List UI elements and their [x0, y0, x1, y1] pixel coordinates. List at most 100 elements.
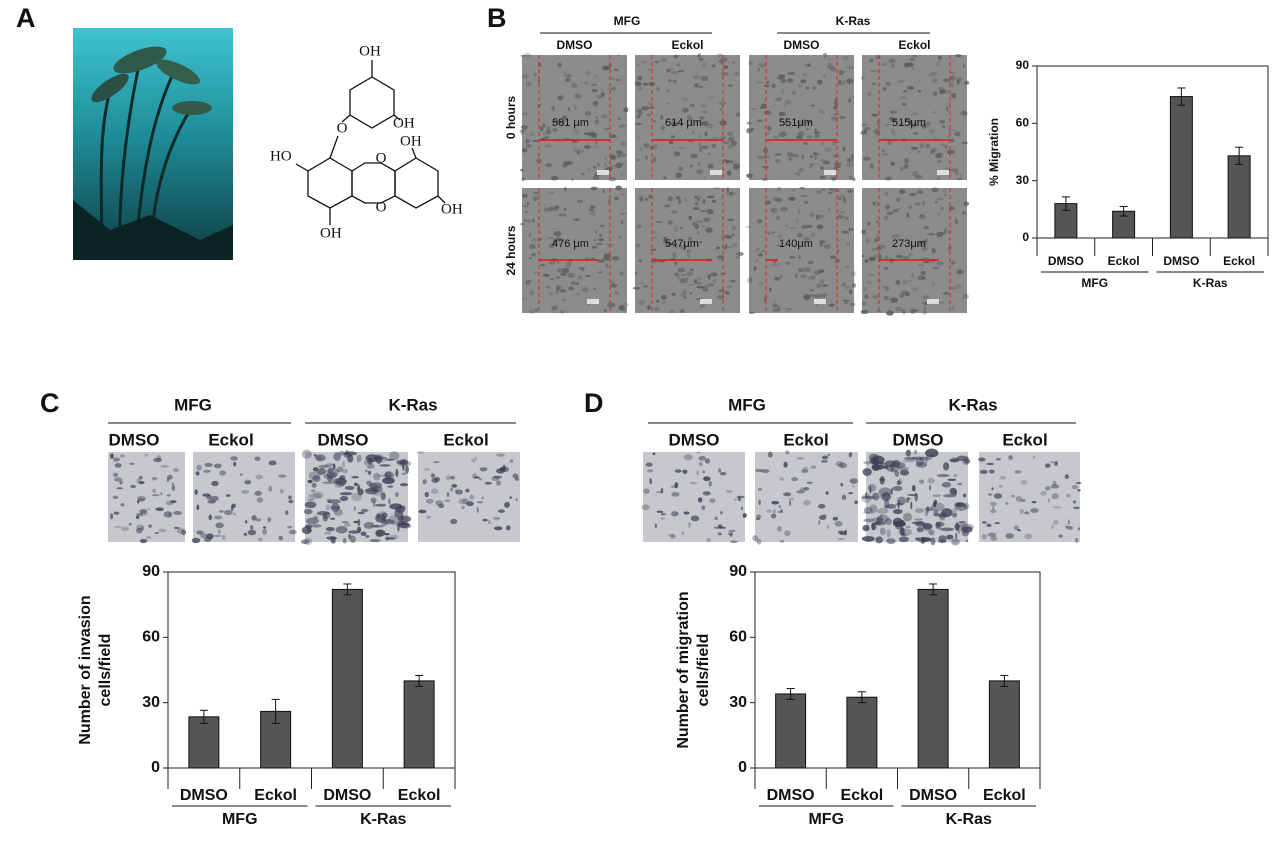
cell-blob: [838, 79, 842, 86]
cell-blob: [828, 207, 831, 212]
cell-blob: [400, 515, 404, 521]
cell-blob: [937, 55, 942, 60]
cell-blob: [639, 194, 645, 200]
cell-blob: [700, 104, 706, 107]
cell-blob: [729, 533, 733, 538]
cell-blob: [956, 269, 964, 275]
cell-blob: [600, 224, 605, 228]
cell-blob: [496, 453, 505, 457]
cell-blob: [740, 506, 744, 511]
cell-blob: [604, 157, 607, 161]
cell-blob: [523, 218, 527, 222]
cell-blob: [699, 209, 708, 213]
cell-blob: [822, 74, 827, 78]
cell-blob: [578, 267, 585, 270]
cell-blob: [963, 80, 970, 85]
cell-blob: [696, 169, 704, 175]
cell-blob: [479, 467, 488, 472]
cell-blob: [797, 130, 805, 137]
cell-blob: [267, 517, 272, 523]
cell-blob: [885, 518, 892, 526]
cell-blob: [521, 193, 528, 198]
cell-blob: [746, 173, 753, 179]
column-label: Eckol: [898, 38, 930, 52]
cell-blob: [366, 480, 372, 486]
cell-blob: [484, 481, 493, 485]
cell-blob: [153, 457, 162, 463]
cell-blob: [702, 199, 706, 205]
cell-blob: [729, 279, 736, 283]
cell-blob: [946, 135, 951, 138]
cell-blob: [812, 86, 817, 90]
cell-blob: [884, 123, 891, 127]
cell-blob: [886, 211, 894, 216]
cell-blob: [942, 189, 947, 193]
cell-blob: [424, 491, 429, 498]
cell-blob: [522, 204, 528, 208]
cell-blob: [796, 172, 801, 177]
cell-blob: [550, 176, 559, 181]
cell-blob: [505, 525, 511, 531]
cell-blob: [707, 274, 711, 280]
cell-blob: [444, 499, 451, 503]
cell-blob: [256, 497, 264, 503]
cell-blob: [696, 285, 704, 289]
cell-blob: [846, 78, 854, 84]
cell-blob: [254, 490, 262, 496]
cell-blob: [863, 518, 876, 523]
cell-blob: [148, 524, 152, 528]
cell-blob: [397, 524, 400, 532]
cell-blob: [661, 511, 664, 516]
cell-blob: [523, 52, 531, 58]
cell-blob: [844, 285, 851, 290]
cell-blob: [567, 107, 571, 112]
scale-bar: [937, 170, 949, 175]
cell-blob: [388, 515, 400, 524]
cell-blob: [672, 252, 677, 258]
cell-blob: [979, 469, 988, 475]
micrograph: [634, 53, 741, 180]
cell-blob: [549, 277, 555, 281]
cell-blob: [615, 150, 623, 154]
cell-blob: [546, 285, 550, 289]
cell-blob: [233, 461, 237, 467]
cell-blob: [681, 97, 689, 101]
cell-blob: [715, 246, 720, 250]
cell-blob: [798, 254, 801, 259]
cell-blob: [615, 78, 622, 82]
cell-blob: [931, 248, 937, 254]
cell-blob: [868, 273, 875, 277]
cell-blob: [619, 236, 622, 239]
cell-blob: [1075, 481, 1082, 485]
panel-letter: C: [40, 388, 60, 418]
cell-blob: [558, 213, 567, 217]
bar: [917, 588, 949, 769]
cell-blob: [735, 256, 740, 259]
cell-blob: [899, 519, 905, 527]
cell-blob: [339, 450, 345, 456]
cell-blob: [902, 256, 910, 261]
cell-blob: [871, 522, 875, 531]
cell-blob: [933, 111, 936, 114]
cell-blob: [866, 280, 872, 285]
cell-blob: [233, 512, 236, 516]
cell-blob: [288, 529, 297, 535]
cell-blob: [916, 527, 924, 533]
cell-blob: [557, 95, 564, 101]
cell-blob: [886, 529, 891, 538]
cell-blob: [589, 210, 597, 217]
cell-blob: [825, 491, 829, 495]
cell-blob: [702, 490, 711, 496]
x-tick-label: Eckol: [1223, 254, 1255, 268]
cell-blob: [144, 453, 148, 457]
cell-blob: [389, 451, 400, 461]
cell-blob: [591, 89, 598, 93]
cell-blob: [746, 128, 752, 134]
cell-blob: [553, 305, 559, 311]
micrograph: [300, 449, 412, 546]
cell-blob: [278, 535, 284, 541]
cell-blob: [426, 515, 432, 519]
cell-blob: [939, 120, 946, 124]
cell-blob: [882, 87, 887, 91]
cell-blob: [884, 176, 893, 181]
